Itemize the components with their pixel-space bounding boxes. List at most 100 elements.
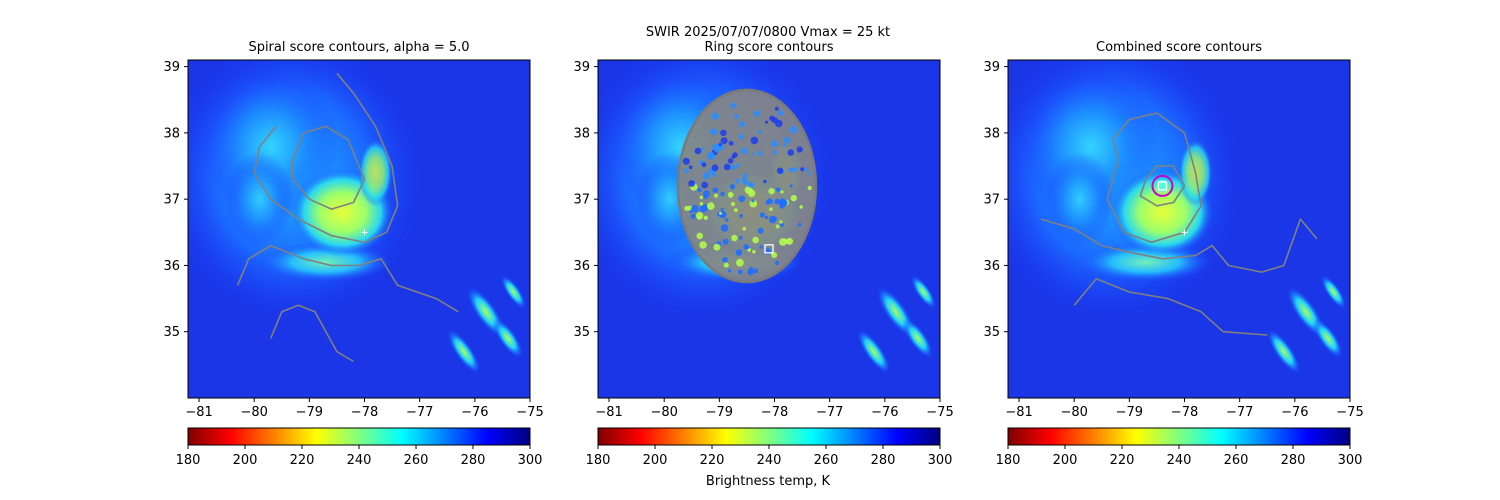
- ring-speckle: [729, 184, 736, 190]
- contour-line: [1139, 165, 1186, 207]
- ring-speckle: [699, 205, 707, 213]
- ring-speckle: [764, 120, 769, 124]
- colorbar-tick-label: 300: [518, 453, 543, 468]
- ring-speckle: [712, 187, 719, 193]
- colorbar-tick-label: 220: [290, 453, 315, 468]
- ring-speckle: [789, 125, 798, 134]
- ring-speckle: [768, 215, 777, 224]
- colorbar-tick-label: 280: [871, 453, 896, 468]
- y-tick-label: 35: [163, 325, 180, 340]
- ring-speckle: [753, 110, 761, 117]
- colorbar-tick-label: 180: [176, 453, 201, 468]
- colorbar-tick-label: 260: [1224, 453, 1249, 468]
- x-tick-label: −79: [706, 405, 733, 420]
- ring-speckle: [712, 114, 717, 119]
- ring-speckle: [724, 218, 729, 222]
- panel-spiral: Spiral score contours, alpha = 5.0 −81 −80…: [163, 40, 543, 468]
- colorbar-tick-label: 180: [996, 453, 1021, 468]
- center-marker: [361, 229, 368, 236]
- colorbar-ramp: [187, 427, 531, 446]
- convective-streak: [1312, 318, 1344, 359]
- ring-speckle: [787, 149, 794, 156]
- ring-speckle: [688, 165, 693, 170]
- colorbar-tick-label: 280: [461, 453, 486, 468]
- convective-streak: [1266, 328, 1301, 375]
- ring-speckle: [775, 260, 780, 265]
- x-tick-label: −81: [595, 405, 622, 420]
- ring-contour-region: [677, 89, 816, 283]
- colorbar-tick-label: 260: [814, 453, 839, 468]
- convective-streak: [1320, 274, 1347, 310]
- y-tick-label: 39: [573, 60, 590, 75]
- y-tick-label: 37: [983, 193, 1000, 208]
- ring-speckle: [747, 268, 754, 276]
- ring-speckle: [767, 198, 773, 205]
- satellite-image: [598, 60, 940, 398]
- colorbar-ramp: [597, 427, 941, 446]
- colorbar-tick-label: 200: [643, 453, 668, 468]
- ring-speckle: [689, 209, 693, 214]
- ring-speckle: [764, 215, 769, 220]
- ring-speckle: [752, 249, 756, 254]
- ring-speckle: [748, 182, 755, 189]
- y-tick-label: 38: [163, 126, 180, 141]
- ring-speckle: [730, 202, 736, 207]
- ring-speckle: [735, 249, 743, 256]
- ring-speckle: [718, 142, 722, 147]
- ring-speckle: [792, 167, 798, 172]
- ring-speckle: [701, 181, 708, 189]
- axes-frame: [187, 59, 531, 399]
- colorbar: 180 200 220 240 260 280 300: [586, 427, 952, 468]
- convective-streak: [910, 274, 937, 310]
- ring-speckle: [738, 133, 744, 140]
- ring-speckle: [753, 268, 759, 274]
- x-tick-label: −77: [406, 405, 433, 420]
- axes-frame: [597, 59, 941, 399]
- ring-speckle: [720, 137, 728, 145]
- ring-speckle: [712, 173, 717, 178]
- panel-ring: Ring score contours −81 −80 −79 −78 −77 −76 −75…: [573, 40, 953, 468]
- satellite-image: [188, 60, 530, 398]
- convective-streak: [500, 274, 527, 310]
- ring-speckle: [807, 171, 811, 175]
- ring-speckle: [773, 150, 778, 155]
- x-tick-label: −75: [926, 405, 953, 420]
- ring-speckle: [757, 150, 763, 156]
- ring-speckle: [736, 258, 744, 267]
- contour-line: [269, 304, 354, 363]
- ring-speckle: [789, 184, 793, 188]
- ring-speckle: [782, 142, 787, 147]
- colorbar-tick-label: 240: [347, 453, 372, 468]
- ring-speckle: [720, 129, 727, 136]
- ring-speckle: [738, 235, 743, 240]
- panels: Spiral score contours, alpha = 5.0 −81 −80…: [163, 40, 1363, 468]
- peak-contour: [1151, 174, 1174, 197]
- ring-speckle: [786, 237, 794, 245]
- ring-speckle: [769, 207, 773, 211]
- colorbar-tick-label: 200: [1053, 453, 1078, 468]
- ring-speckle: [800, 167, 805, 172]
- colorbar-label: Brightness temp, K: [706, 474, 831, 489]
- ring-speckle: [796, 146, 803, 153]
- contour-line: [1040, 218, 1318, 273]
- ring-speckle: [774, 106, 779, 111]
- axes-frame: [1007, 59, 1351, 399]
- y-tick-label: 39: [163, 60, 180, 75]
- ring-speckle: [697, 216, 701, 220]
- ring-speckle: [797, 222, 802, 227]
- ring-speckle: [722, 238, 729, 245]
- ring-speckle: [702, 172, 711, 180]
- y-tick-label: 39: [983, 60, 1000, 75]
- ring-speckle: [727, 191, 734, 198]
- colorbar: 180 200 220 240 260 280 300: [176, 427, 543, 468]
- ring-speckle: [730, 164, 735, 170]
- x-tick-label: −79: [296, 405, 323, 420]
- ring-speckle: [735, 178, 741, 184]
- contour-line: [292, 125, 366, 210]
- ring-speckle: [803, 167, 808, 172]
- satellite-image: [1008, 60, 1350, 398]
- x-tick-label: −80: [1060, 405, 1087, 420]
- ring-speckle: [779, 238, 787, 246]
- ring-speckle: [757, 227, 764, 234]
